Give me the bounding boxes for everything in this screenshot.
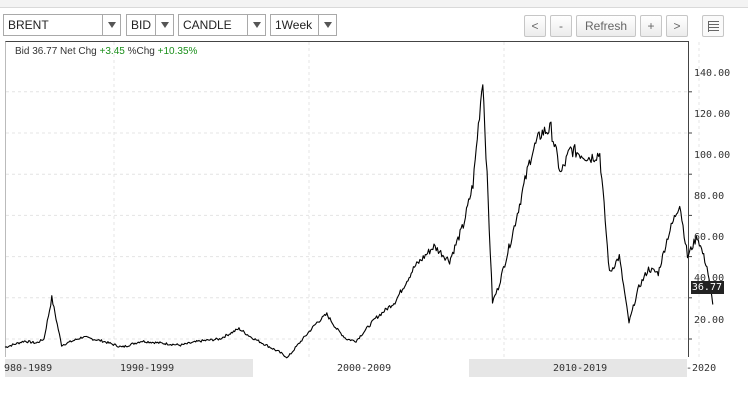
chart-area[interactable]: [5, 41, 689, 357]
last-price-tag: 36.77: [691, 281, 724, 294]
y-tick-label: 20.00: [694, 315, 725, 326]
zoom-in-button[interactable]: +: [640, 15, 662, 37]
period-band: [469, 359, 687, 377]
net-chg-label: Net Chg: [60, 46, 97, 57]
y-tick-label: 80.00: [694, 191, 725, 202]
prev-button[interactable]: <: [524, 15, 546, 37]
x-period-label: 1990-1999: [120, 363, 175, 374]
pct-chg-label: %Chg: [127, 46, 155, 57]
period-band: [5, 359, 253, 377]
price-type-select[interactable]: BID: [126, 14, 174, 36]
chart-style-select-arrow[interactable]: [247, 15, 265, 35]
y-tick-label: 100.00: [694, 150, 731, 161]
price-type-select-arrow[interactable]: [155, 15, 173, 35]
bid-summary: Bid 36.77 Net Chg +3.45 %Chg +10.35%: [15, 46, 197, 57]
next-button[interactable]: >: [666, 15, 688, 37]
y-tick-label: 60.00: [694, 232, 725, 243]
chart-toolbar: BRENT BID CANDLE 1Week < - Refresh + >: [0, 14, 748, 40]
chart-grid: [6, 42, 700, 357]
pct-chg-value: +10.35%: [157, 46, 198, 57]
bid-value: 36.77: [32, 46, 58, 57]
chevron-down-icon: [323, 22, 332, 28]
chart-style-select[interactable]: CANDLE: [178, 14, 266, 36]
interval-select-value: 1Week: [275, 18, 313, 32]
zoom-out-button[interactable]: -: [550, 15, 572, 37]
chevron-down-icon: [107, 22, 116, 28]
list-icon-lines: [708, 21, 719, 32]
top-strip: [0, 0, 748, 8]
y-tick-label: 140.00: [694, 68, 731, 79]
price-series-line: [4, 84, 714, 359]
symbol-select-arrow[interactable]: [102, 15, 120, 35]
x-period-label: -2020: [686, 363, 717, 374]
symbol-select-value: BRENT: [8, 18, 49, 32]
chevron-down-icon: [160, 22, 169, 28]
x-period-label: 2010-2019: [553, 363, 608, 374]
x-period-label: 2000-2009: [337, 363, 392, 374]
chart-style-select-value: CANDLE: [183, 18, 232, 32]
interval-select-arrow[interactable]: [318, 15, 336, 35]
bid-label: Bid: [15, 46, 30, 57]
refresh-button[interactable]: Refresh: [576, 15, 636, 37]
y-tick-label: 40.00: [694, 273, 725, 284]
chevron-down-icon: [252, 22, 261, 28]
y-tick-label: 120.00: [694, 109, 731, 120]
x-period-label: 980-1989: [4, 363, 53, 374]
list-icon[interactable]: [702, 15, 724, 37]
net-chg-value: +3.45: [99, 46, 125, 57]
x-axis: 980-1989 1990-1999 2000-2009 2010-2019 -…: [0, 357, 748, 377]
interval-select[interactable]: 1Week: [270, 14, 337, 36]
symbol-select[interactable]: BRENT: [3, 14, 121, 36]
price-type-select-value: BID: [131, 18, 152, 32]
